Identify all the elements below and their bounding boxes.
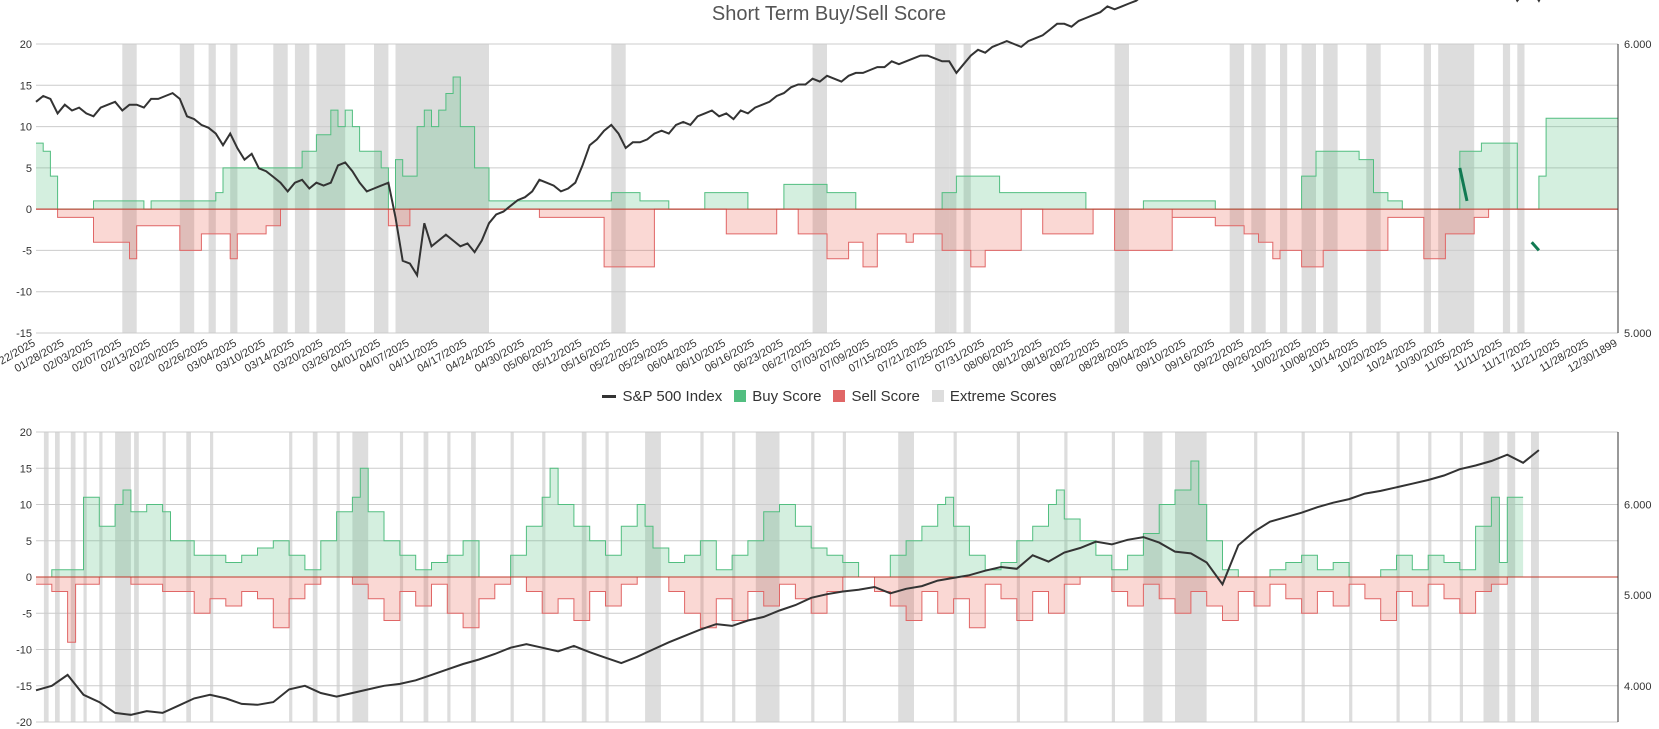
right-tick-label: 4.000: [1624, 681, 1652, 693]
left-tick-label: 0: [26, 204, 32, 216]
left-tick-label: -10: [16, 287, 32, 299]
legend-swatch: [734, 390, 747, 402]
left-tick-label: -10: [16, 645, 32, 657]
extreme-band: [611, 44, 626, 333]
legend-label: Buy Score: [752, 388, 822, 405]
legend-label: Extreme Scores: [949, 388, 1057, 405]
sell-score-line: [36, 208, 1618, 268]
extreme-band: [179, 44, 195, 333]
buy-score-line: [36, 460, 1524, 578]
left-tick-label: -15: [16, 328, 32, 340]
extreme-band: [208, 44, 216, 333]
buy-score-area: [36, 77, 1618, 210]
extreme-band: [949, 44, 957, 333]
extreme-band: [230, 44, 238, 333]
left-tick-label: 10: [20, 500, 32, 512]
extreme-band: [1438, 44, 1475, 333]
extreme-band: [1280, 44, 1288, 333]
extreme-band: [374, 44, 389, 333]
extreme-band: [1251, 44, 1266, 333]
extreme-band: [122, 44, 137, 333]
legend-swatch: [931, 390, 944, 402]
extreme-band: [812, 44, 827, 333]
extreme-band: [1114, 44, 1129, 333]
left-tick-label: -15: [16, 681, 32, 693]
legend-item[interactable]: Buy Score: [734, 388, 821, 405]
left-axis-ticks: 20 15 10 5 0 -5 -10 -15 -20: [16, 427, 32, 729]
signal-marker: [1458, 167, 1469, 202]
sp500-index-line: [35, 449, 1540, 716]
legend-swatch: [602, 395, 617, 398]
extreme-band: [1301, 44, 1316, 333]
top-chart: 20 15 10 5 0 -5 -10 -15 6.000 5.000 01/22/202501/2…: [0, 0, 1652, 375]
signal-marker: [1530, 241, 1541, 252]
legend-label: Sell Score: [851, 388, 920, 405]
extreme-band: [294, 44, 310, 333]
extreme-band: [934, 44, 950, 333]
legend-item[interactable]: Extreme Scores: [931, 388, 1057, 405]
markers: [1458, 167, 1541, 252]
left-tick-label: 10: [20, 122, 32, 134]
extreme-band: [316, 44, 346, 333]
extreme-band: [963, 44, 971, 333]
legend-item[interactable]: Sell Score: [833, 388, 920, 405]
left-tick-label: 15: [20, 463, 32, 475]
right-tick-label: 6.000: [1624, 39, 1652, 51]
right-axis-ticks: 6.000 5.000: [1624, 39, 1652, 340]
buy-score-line: [36, 76, 1618, 210]
extreme-band: [1229, 44, 1245, 333]
chart-title: Short Term Buy/Sell Score: [712, 3, 946, 25]
extreme-bands: [122, 44, 1525, 333]
left-tick-label: 15: [20, 80, 32, 92]
right-axis-ticks: 6.000 5.000 4.000: [1624, 500, 1652, 693]
left-tick-label: -5: [22, 245, 32, 257]
left-tick-label: 0: [26, 572, 32, 584]
right-tick-label: 5.000: [1624, 590, 1652, 602]
extreme-band: [1423, 44, 1431, 333]
legend-label: S&P 500 Index: [622, 388, 723, 405]
left-tick-label: 5: [26, 163, 32, 175]
sp500-index-line: [35, 0, 1541, 279]
sell-score-area: [36, 577, 1524, 643]
x-axis-tick-labels: 01/22/202501/28/202502/03/202502/07/2025…: [0, 337, 1620, 375]
chart-legend: S&P 500 Index Buy Score Sell Score Extreme …: [0, 388, 1659, 405]
left-tick-label: 20: [20, 427, 32, 439]
left-tick-label: 20: [20, 39, 32, 51]
extreme-band: [1517, 44, 1525, 333]
sell-score-line: [36, 576, 1524, 643]
right-tick-label: 5.000: [1624, 328, 1652, 340]
bottom-chart: 20 15 10 5 0 -5 -10 -15 -20 6.000 5.000 4.000: [16, 427, 1651, 729]
buy-score-area: [36, 461, 1524, 577]
left-tick-label: 5: [26, 536, 32, 548]
left-axis-ticks: 20 15 10 5 0 -5 -10 -15: [16, 39, 32, 340]
extreme-band: [273, 44, 288, 333]
extreme-band: [1323, 44, 1338, 333]
legend-item[interactable]: S&P 500 Index: [602, 388, 722, 405]
extreme-band: [1502, 44, 1511, 333]
left-tick-label: -5: [22, 608, 32, 620]
legend-swatch: [833, 390, 846, 402]
right-tick-label: 6.000: [1624, 500, 1652, 512]
left-tick-label: -20: [16, 717, 32, 729]
extreme-band: [395, 44, 489, 333]
